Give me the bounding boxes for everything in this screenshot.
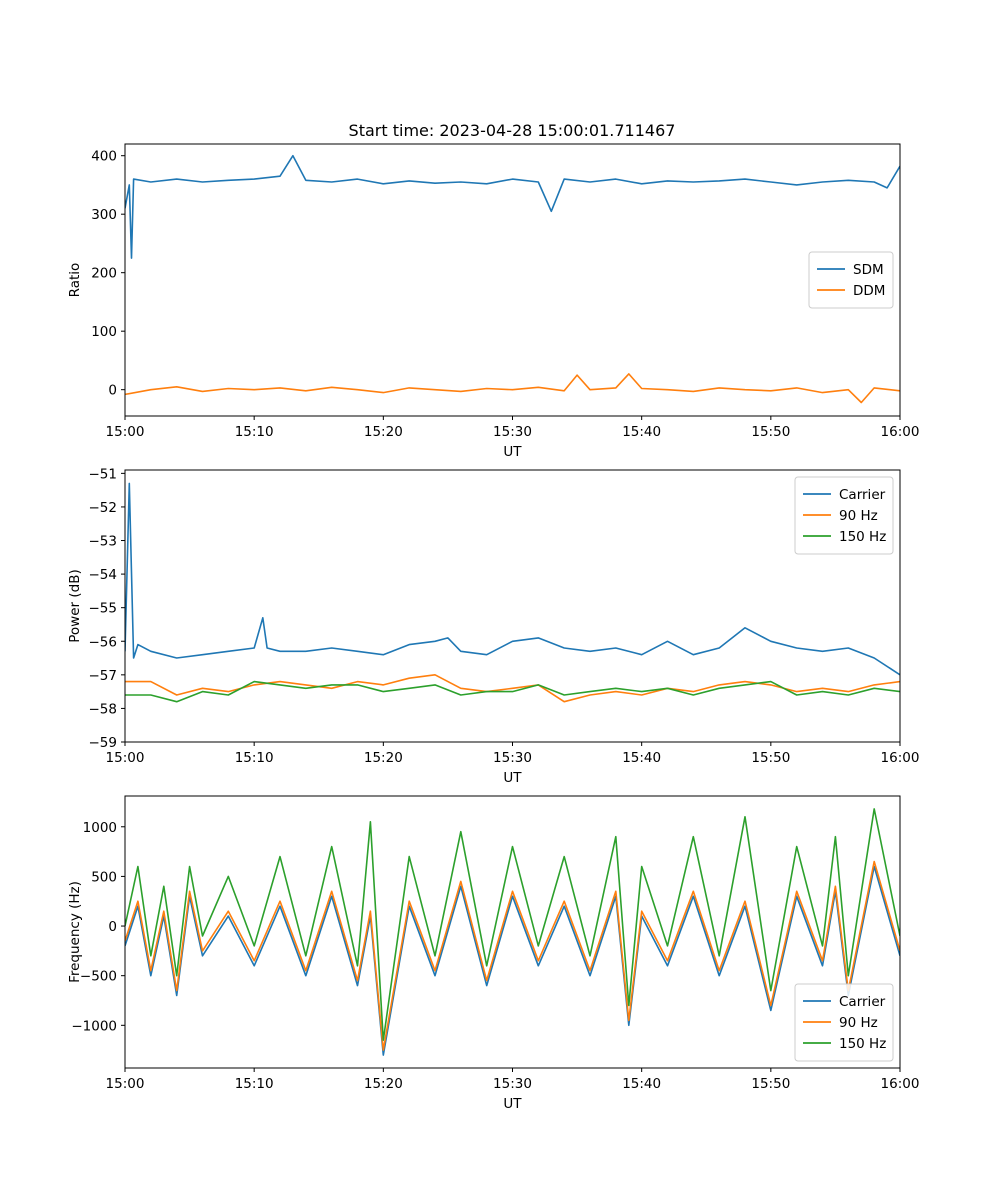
x-tick-label: 15:40	[622, 1076, 661, 1092]
x-tick-label: 15:50	[751, 750, 790, 766]
series-line-carrier	[125, 482, 900, 676]
panels: 15:00 15:10 15:20 15:30 15:40 15:50 16:00 0 100 2…	[67, 143, 920, 1112]
x-axis-label: UT	[503, 770, 522, 786]
x-tick-label: 15:10	[235, 1076, 274, 1092]
series-line-sdm	[125, 154, 900, 259]
y-tick-label: 0	[108, 383, 117, 399]
plot-area	[125, 482, 900, 703]
x-tick-label: 15:30	[493, 1076, 532, 1092]
legend-box	[808, 251, 894, 309]
legend: Carrier 90 Hz 150 Hz	[794, 476, 894, 555]
x-tick-label: 15:40	[622, 750, 661, 766]
series-line-150-hz	[125, 808, 900, 1041]
x-tick-label: 15:10	[235, 424, 274, 440]
legend: SDM DDM	[808, 251, 894, 309]
figure-title: Start time: 2023-04-28 15:00:01.711467	[349, 121, 676, 140]
plot-area	[125, 154, 900, 404]
x-tick-label: 15:20	[364, 424, 403, 440]
legend-entry-label: DDM	[853, 283, 885, 299]
y-axis-label: Frequency (Hz)	[67, 881, 83, 983]
series-line-150-hz	[125, 680, 900, 703]
x-tick-label: 15:00	[106, 750, 145, 766]
series-line-carrier	[125, 865, 900, 1056]
x-tick-label: 15:40	[622, 424, 661, 440]
x-tick-label: 16:00	[881, 424, 920, 440]
y-tick-label: 1000	[83, 820, 117, 836]
y-tick-label: −52	[89, 500, 118, 516]
y-tick-label: −51	[89, 466, 118, 482]
y-axis-label: Ratio	[67, 263, 83, 298]
legend-entry-label: SDM	[853, 262, 884, 278]
legend-entry-label: Carrier	[839, 487, 886, 503]
chart-panel-3: 15:00 15:10 15:20 15:30 15:40 15:50 16:00 −1000…	[67, 795, 920, 1112]
x-tick-label: 15:10	[235, 750, 274, 766]
y-tick-label: −56	[89, 634, 118, 650]
x-tick-label: 15:00	[106, 424, 145, 440]
x-tick-label: 15:20	[364, 750, 403, 766]
legend: Carrier 90 Hz 150 Hz	[794, 983, 894, 1062]
y-tick-label: −1000	[71, 1018, 117, 1034]
y-tick-label: −54	[89, 567, 118, 583]
series-line-ddm	[125, 373, 900, 404]
y-tick-label: 500	[91, 869, 117, 885]
x-tick-label: 15:20	[364, 1076, 403, 1092]
y-tick-label: −500	[80, 969, 117, 985]
legend-box	[794, 983, 894, 1062]
plot-area	[125, 808, 900, 1056]
y-tick-label: −57	[89, 668, 118, 684]
x-tick-label: 16:00	[881, 1076, 920, 1092]
x-tick-label: 15:30	[493, 750, 532, 766]
x-tick-label: 15:50	[751, 1076, 790, 1092]
x-tick-label: 15:50	[751, 424, 790, 440]
y-tick-label: 300	[91, 207, 117, 223]
y-tick-label: −53	[89, 534, 118, 550]
x-axis-label: UT	[503, 444, 522, 460]
legend-entry-label: 90 Hz	[839, 1015, 878, 1031]
legend-box	[794, 476, 894, 555]
y-tick-label: −55	[89, 601, 118, 617]
x-tick-label: 15:00	[106, 1076, 145, 1092]
x-tick-label: 16:00	[881, 750, 920, 766]
y-tick-label: 400	[91, 149, 117, 165]
legend-entry-label: 150 Hz	[839, 529, 886, 545]
y-tick-label: 100	[91, 324, 117, 340]
chart-panel-1: 15:00 15:10 15:20 15:30 15:40 15:50 16:00 0 100 2…	[67, 143, 920, 460]
y-tick-label: 0	[108, 919, 117, 935]
y-tick-label: −59	[89, 735, 118, 751]
legend-entry-label: Carrier	[839, 994, 886, 1010]
y-tick-label: 200	[91, 266, 117, 282]
series-line-90-hz	[125, 860, 900, 1051]
series-line-90-hz	[125, 673, 900, 703]
x-axis-label: UT	[503, 1096, 522, 1112]
y-axis-label: Power (dB)	[67, 569, 83, 642]
y-tick-label: −58	[89, 701, 118, 717]
legend-entry-label: 150 Hz	[839, 1036, 886, 1052]
legend-entry-label: 90 Hz	[839, 508, 878, 524]
chart-panel-2: 15:00 15:10 15:20 15:30 15:40 15:50 16:00 −59 −5…	[67, 466, 919, 786]
x-tick-label: 15:30	[493, 424, 532, 440]
